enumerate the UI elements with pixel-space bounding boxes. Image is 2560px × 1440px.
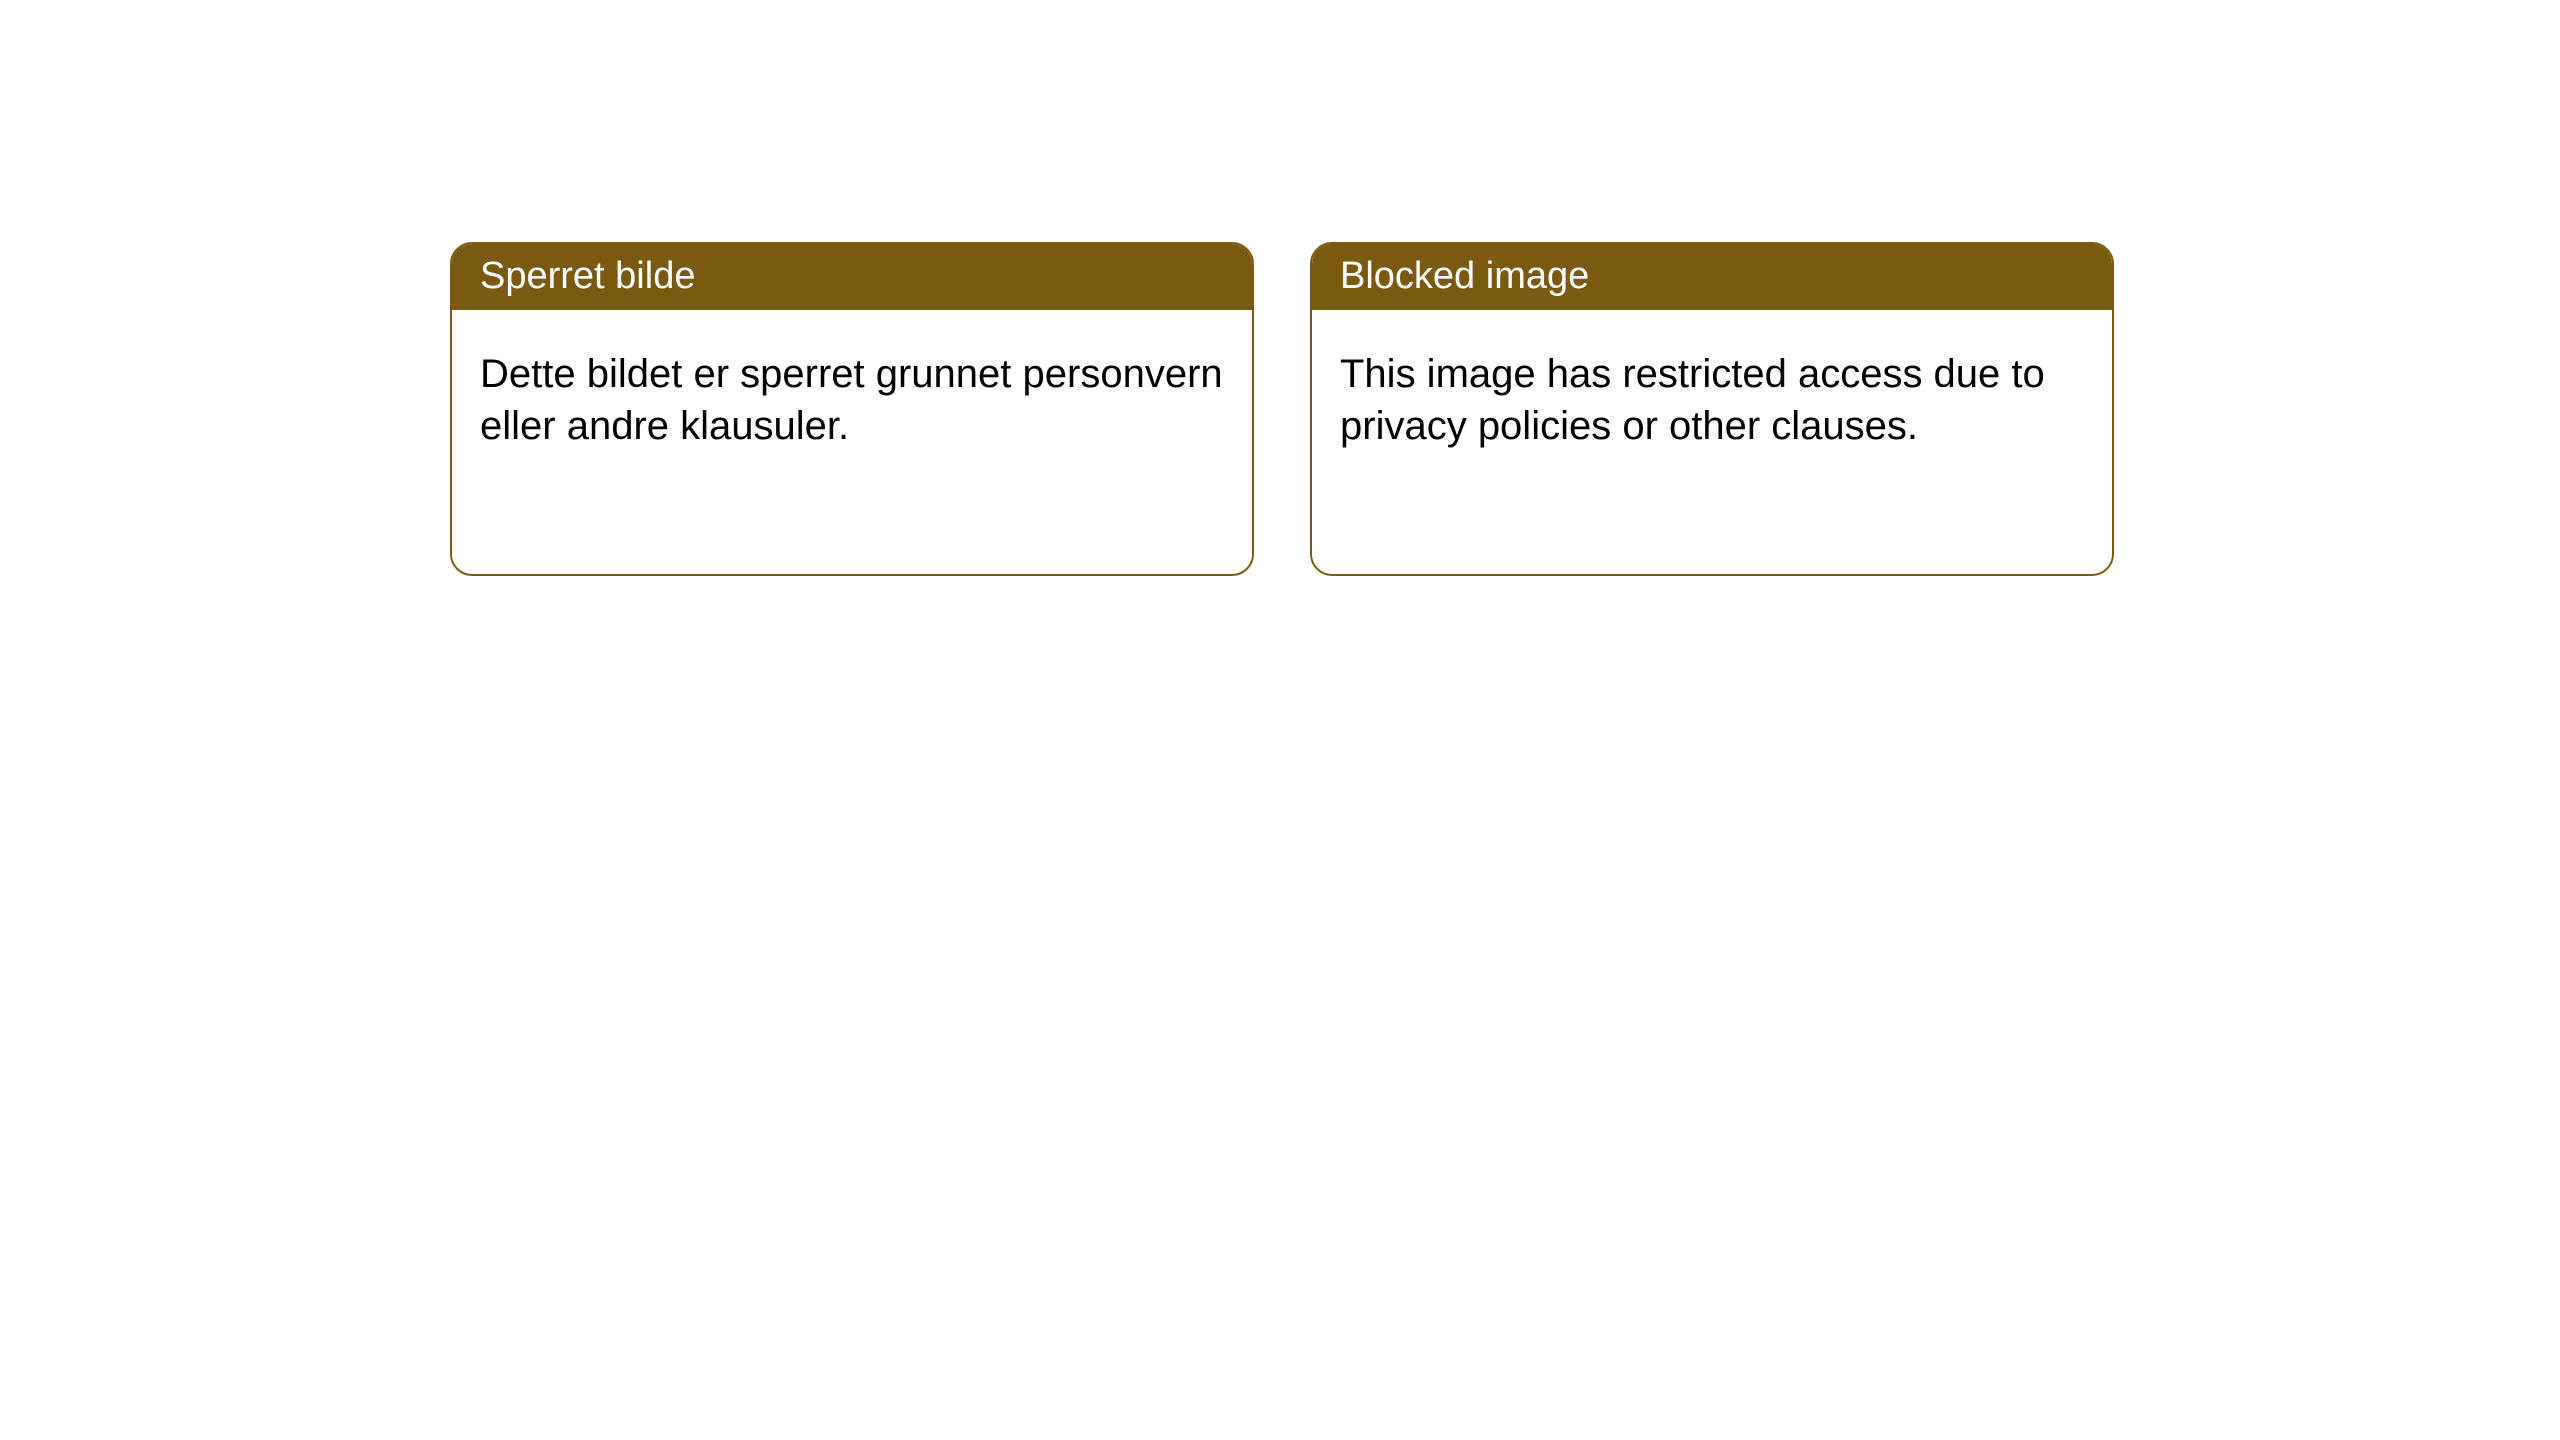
notice-cards-container: Sperret bilde Dette bildet er sperret gr… [450, 242, 2114, 576]
card-message: This image has restricted access due to … [1340, 352, 2045, 448]
card-title: Sperret bilde [480, 255, 695, 297]
card-message: Dette bildet er sperret grunnet personve… [480, 352, 1223, 448]
blocked-image-card-en: Blocked image This image has restricted … [1310, 242, 2114, 576]
card-body: This image has restricted access due to … [1312, 310, 2112, 490]
blocked-image-card-no: Sperret bilde Dette bildet er sperret gr… [450, 242, 1254, 576]
card-title: Blocked image [1340, 255, 1589, 297]
card-header: Sperret bilde [452, 244, 1252, 310]
card-header: Blocked image [1312, 244, 2112, 310]
card-body: Dette bildet er sperret grunnet personve… [452, 310, 1252, 490]
